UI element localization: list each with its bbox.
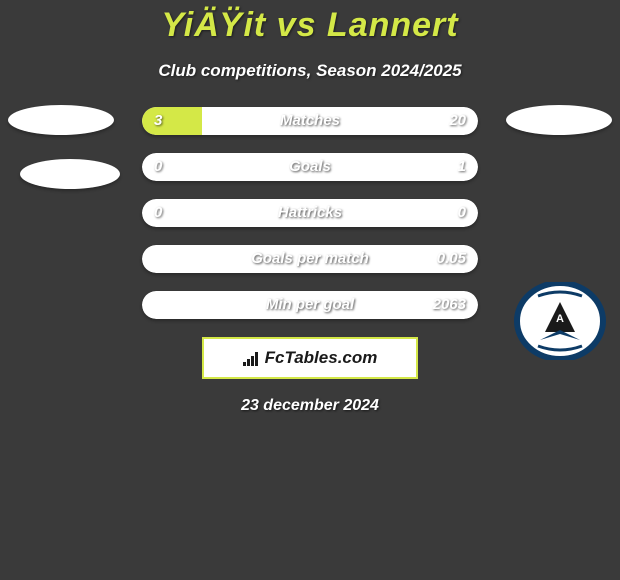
stat-label: Hattricks: [142, 199, 478, 227]
date-line: 23 december 2024: [0, 397, 620, 415]
stat-row-goals-per-match: Goals per match 0.05: [142, 245, 478, 273]
player-left-ellipse-2: [20, 159, 120, 189]
club-badge-right: A: [510, 282, 610, 360]
value-right: 1: [458, 153, 466, 181]
value-right: 0.05: [437, 245, 466, 273]
value-right: 20: [449, 107, 466, 135]
page-title: YiÄŸit vs Lannert: [0, 0, 620, 45]
footer-brand-text: FcTables.com: [243, 348, 378, 368]
stat-label: Goals per match: [142, 245, 478, 273]
stat-label: Min per goal: [142, 291, 478, 319]
player-right-ellipse-1: [506, 105, 612, 135]
svg-text:A: A: [556, 313, 564, 325]
stat-row-min-per-goal: Min per goal 2063: [142, 291, 478, 319]
page-subtitle: Club competitions, Season 2024/2025: [0, 61, 620, 81]
footer-brand-badge[interactable]: FcTables.com: [202, 337, 418, 379]
player-left-ellipse-1: [8, 105, 114, 135]
stat-row-hattricks: 0 Hattricks 0: [142, 199, 478, 227]
stat-row-matches: 3 Matches 20: [142, 107, 478, 135]
stat-label: Goals: [142, 153, 478, 181]
stats-container: A 3 Matches 20 0 Goals 1 0 Hattricks 0 G…: [0, 107, 620, 319]
value-right: 2063: [433, 291, 466, 319]
value-right: 0: [458, 199, 466, 227]
stat-row-goals: 0 Goals 1: [142, 153, 478, 181]
mini-chart-icon: [243, 350, 258, 366]
stat-label: Matches: [142, 107, 478, 135]
brand-label: FcTables.com: [265, 348, 378, 368]
